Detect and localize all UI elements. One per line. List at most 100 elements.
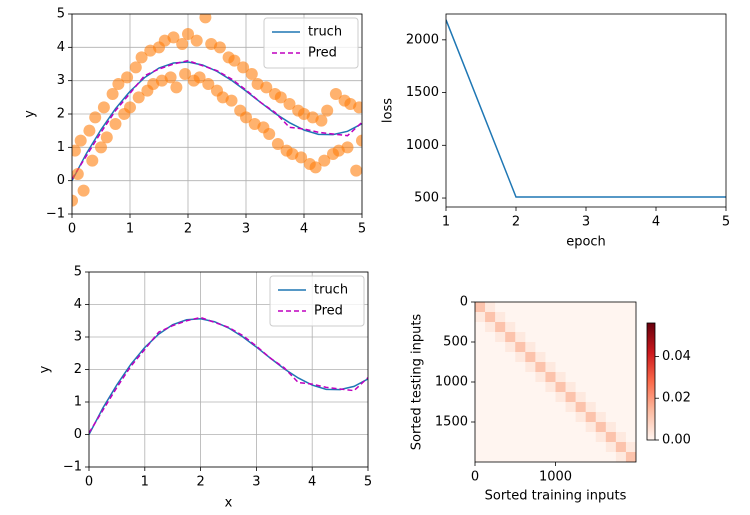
heatmap-cell [625,372,636,383]
x-tick-label: 0 [85,475,93,490]
heatmap-cell [535,302,546,313]
point [112,78,125,90]
y-tick-label: 1000 [435,375,468,390]
point [240,111,252,124]
heatmap-cell [595,412,607,423]
heatmap-cell [505,432,516,443]
y-tick-label: 0 [460,295,468,310]
point [72,194,78,207]
point [72,168,84,180]
heatmap-cell [545,332,556,343]
point [106,88,119,100]
heatmap-cell [625,402,636,413]
heatmap-cell [565,372,576,383]
heatmap-cell [485,402,496,413]
heatmap-cell [535,382,546,393]
heatmap-cell [495,452,506,462]
point [202,78,215,90]
heatmap-cell [565,322,576,333]
line [89,316,368,434]
y-tick-label: 500 [443,335,468,350]
heatmap-cell [515,322,526,333]
heatmap-cell [525,312,536,323]
y-tick-label: −1 [46,207,65,222]
heatmap-cell [495,322,506,333]
heatmap-cell [575,322,586,333]
heatmap-cell [485,332,496,343]
legend-box [263,17,359,69]
point [309,161,322,174]
heatmap-cell [605,312,617,323]
y-tick-label: 500 [414,191,439,206]
heatmap-cell [545,342,556,353]
y-tick-label: 0 [57,173,65,188]
heatmap-cell [565,402,576,413]
heatmap-cell [475,422,486,433]
heatmap-cell [495,432,506,443]
heatmap-cell [605,332,617,343]
point [164,71,177,84]
heatmap-cell [585,372,597,383]
heatmap-cell [605,412,617,423]
heatmap-cell [625,342,636,353]
heatmap-cell [625,322,636,333]
heatmap-cell [535,342,546,353]
point [274,91,287,104]
x-tick-label: 2 [184,222,192,237]
point [321,104,334,117]
heatmap-cell [615,432,627,443]
y-tick-label: 1500 [406,85,439,100]
point [190,34,203,47]
heatmap-cell [585,412,597,423]
x-tick-label: 5 [364,475,372,490]
point [353,101,362,114]
axes-frame [445,13,727,208]
heatmap-cell [565,412,576,423]
y-tick-label: −1 [63,460,82,475]
heatmap-cell [545,442,556,453]
heatmap-cell [525,412,536,423]
point [318,154,331,167]
heatmap-cell [485,452,496,462]
heatmap-cell [565,352,576,363]
heatmap-cell [525,342,536,353]
heatmap-cell [625,432,636,443]
heatmap-cell [575,362,586,373]
heatmap-cell [595,372,607,383]
point [263,128,276,140]
x-tick-label: 1 [442,215,450,230]
heatmap-cell [545,302,556,313]
heatmap-cell [605,302,617,313]
heatmap-cell [575,312,586,323]
heatmap-cell [555,332,566,343]
heatmap-cell [515,372,526,383]
heatmap-cell [485,312,496,323]
subplot: 0 1000 0 500 1000 1500 0.00 0.02 0.04 Sorted trai… [410,295,691,504]
heatmap-cell [475,452,486,462]
heatmap-cell [545,312,556,323]
point [237,61,250,74]
point [83,124,96,137]
heatmap-cell [555,432,566,443]
heatmap-cell [505,332,516,343]
heatmap-cell [555,322,566,333]
heatmap-cell [615,392,627,403]
point [121,71,134,84]
heatmap-cell [575,372,586,383]
heatmap-cell [515,382,526,393]
y-tick-label: 2000 [406,32,439,47]
heatmap-cell [585,402,597,413]
heatmap-cell [555,422,566,433]
heatmap-cell [605,372,617,383]
point [89,111,102,124]
heatmap-cell [485,302,496,313]
heatmap-cell [535,422,546,433]
colorbar-tick-label: 0.04 [662,349,691,364]
x-axis-label: x [225,496,233,511]
heatmap-cell [625,382,636,393]
heatmap-cell [625,352,636,363]
heatmap-cell [585,432,597,443]
y-axis-label: loss [381,98,396,123]
heatmap-cell [525,322,536,333]
